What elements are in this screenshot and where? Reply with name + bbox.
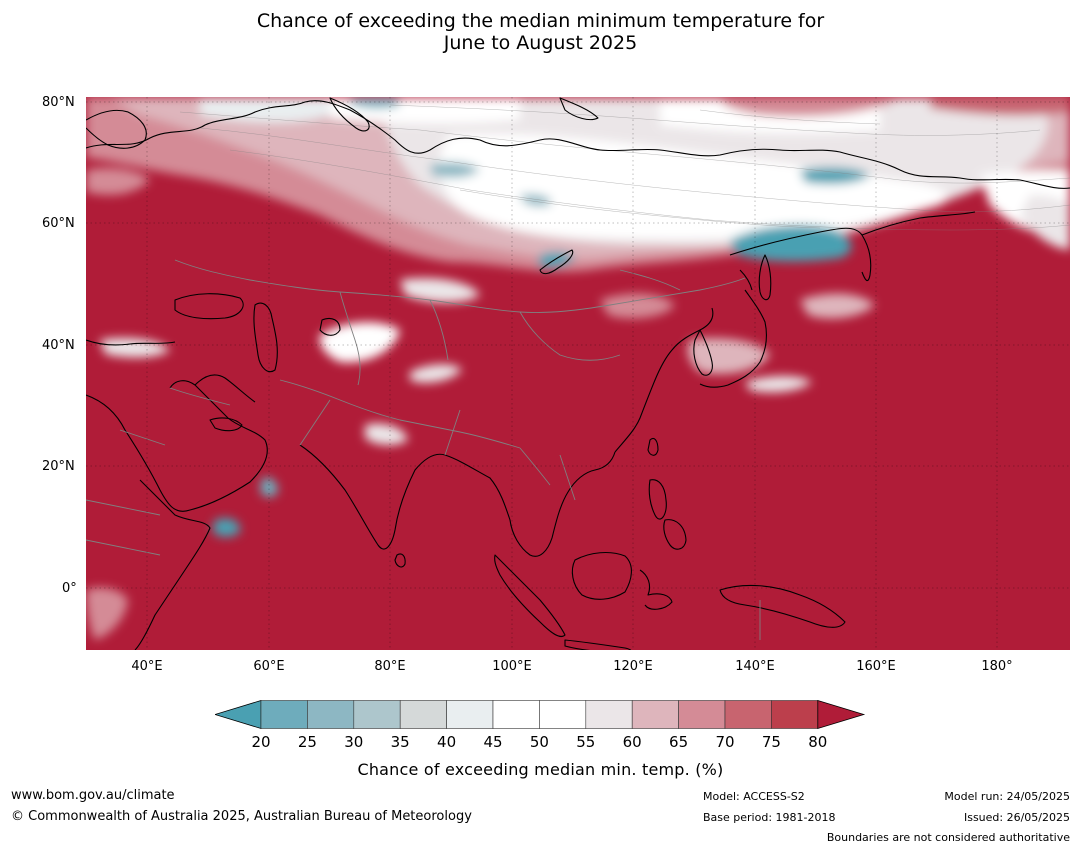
lon-label-60e: 60°E [253,659,285,674]
map-title: Chance of exceeding the median minimum t… [0,10,1081,54]
colorbar-tick-label: 70 [715,733,735,751]
lon-label-180: 180° [981,659,1013,674]
colorbar-min-extension [215,700,262,730]
lat-label-20n: 20°N [42,459,75,474]
colorbar-segment [399,700,447,729]
colorbar [215,700,866,730]
colorbar-tick-label: 65 [669,733,689,751]
colorbar-tick-label: 25 [297,733,317,751]
model-text: Model: ACCESS-S2 [703,790,805,803]
lon-label-80e: 80°E [374,659,406,674]
colorbar-tick-label: 20 [251,733,271,751]
lon-label-140e: 140°E [735,659,775,674]
graticule [86,97,1070,650]
colorbar-max-extension [817,700,866,730]
colorbar-segment [353,700,401,729]
title-line-2: June to August 2025 [443,32,638,54]
colorbar-segment [446,700,494,729]
colorbar-segment [260,700,308,729]
lat-label-0: 0° [62,581,77,596]
disclaimer-text: Boundaries are not considered authoritat… [826,831,1070,844]
lat-label-40n: 40°N [42,338,75,353]
title-line-1: Chance of exceeding the median minimum t… [256,10,825,32]
colorbar-segment [771,700,819,729]
issued-text: Issued: 26/05/2025 [963,811,1070,824]
colorbar-tick-label: 55 [576,733,596,751]
colorbar-segment [539,700,587,729]
colorbar-tick-label: 80 [808,733,828,751]
lon-label-40e: 40°E [131,659,163,674]
colorbar-tick-label: 50 [529,733,549,751]
website-text: www.bom.gov.au/climate [11,788,175,803]
lat-label-80n: 80°N [42,95,75,110]
colorbar-segment [724,700,772,729]
colorbar-tick-label: 60 [622,733,642,751]
colorbar-segment [585,700,633,729]
lon-label-160e: 160°E [856,659,896,674]
contour-lines [179,104,1070,231]
lon-label-100e: 100°E [492,659,532,674]
colorbar-label: Chance of exceeding median min. temp. (%… [357,760,724,779]
colorbar-tick-label: 45 [483,733,503,751]
lat-label-60n: 60°N [42,216,75,231]
colorbar-segment [307,700,355,729]
country-borders [86,259,761,640]
colorbar-segment [678,700,726,729]
probability-field [86,97,1070,640]
copyright-text: © Commonwealth of Australia 2025, Austra… [11,809,472,824]
model-run-text: Model run: 24/05/2025 [944,790,1070,803]
base-period-text: Base period: 1981-2018 [703,811,836,824]
colorbar-tick-label: 30 [344,733,364,751]
colorbar-tick-label: 40 [437,733,457,751]
coastlines [86,97,1070,650]
colorbar-tick-label: 35 [390,733,410,751]
colorbar-segment [492,700,540,729]
probability-map [86,97,1070,650]
lon-label-120e: 120°E [613,659,653,674]
colorbar-tick-label: 75 [761,733,781,751]
colorbar-segment [631,700,679,729]
